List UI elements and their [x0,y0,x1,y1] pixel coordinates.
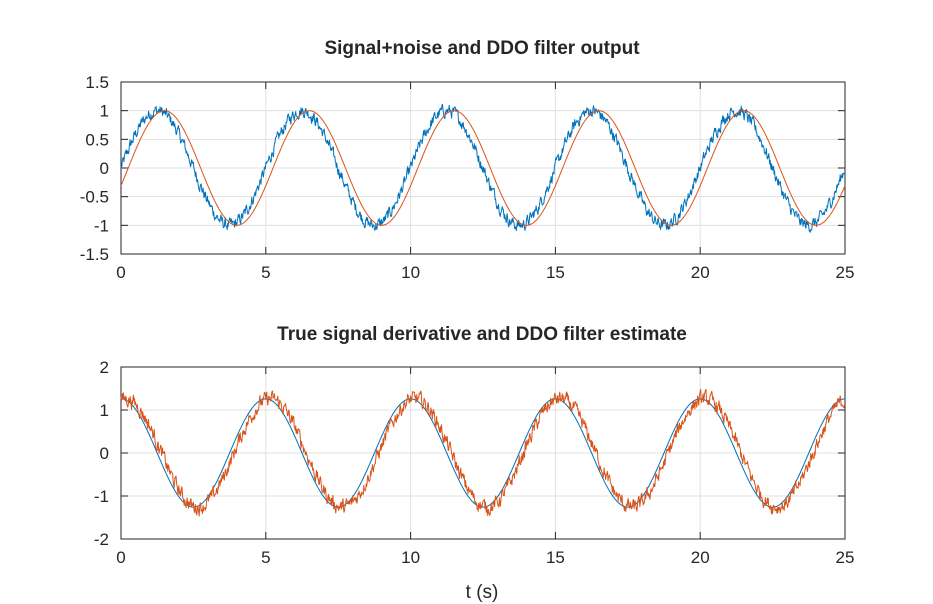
x-tick-label: 15 [546,263,565,282]
y-tick-label: 0 [100,159,109,178]
x-tick-label: 0 [116,548,125,567]
top-chart-title: Signal+noise and DDO filter output [324,38,640,59]
top-ticks [120,81,846,255]
x-tick-label: 10 [401,263,420,282]
y-tick-label: 1 [100,401,109,420]
bottom-x-axis-label: t (s) [466,582,499,603]
y-tick-label: -2 [94,530,109,549]
x-tick-label: 10 [401,548,420,567]
bottom-axes: True signal derivative and DDO filter es… [94,324,855,603]
y-tick-label: 1 [100,102,109,121]
top-tick-labels: 0 5 10 15 20 25 -1.5 -1 -0.5 0 0.5 1 1.5 [80,73,855,282]
y-tick-label: -1.5 [80,245,109,264]
x-tick-label: 5 [261,263,270,282]
bottom-chart-title: True signal derivative and DDO filter es… [277,324,687,345]
x-tick-label: 20 [691,548,710,567]
x-tick-label: 5 [261,548,270,567]
top-series [120,103,846,233]
bottom-series [120,388,846,517]
bottom-tick-labels: 0 5 10 15 20 25 -2 -1 0 1 2 [94,358,855,567]
series-line-0 [120,398,846,508]
top-axes: Signal+noise and DDO filter output 0 5 10 1… [80,38,855,282]
y-tick-label: 2 [100,358,109,377]
y-tick-label: 1.5 [85,73,109,92]
y-tick-label: -1 [94,487,109,506]
series-line-1 [120,110,846,226]
y-tick-label: -0.5 [80,188,109,207]
series-line-0 [120,103,846,233]
y-tick-label: 0 [100,444,109,463]
series-line-1 [120,388,846,517]
bottom-ticks [120,366,846,540]
x-tick-label: 25 [836,263,855,282]
x-tick-label: 20 [691,263,710,282]
x-tick-label: 0 [116,263,125,282]
y-tick-label: -1 [94,216,109,235]
x-tick-label: 15 [546,548,565,567]
x-tick-label: 25 [836,548,855,567]
y-tick-label: 0.5 [85,130,109,149]
